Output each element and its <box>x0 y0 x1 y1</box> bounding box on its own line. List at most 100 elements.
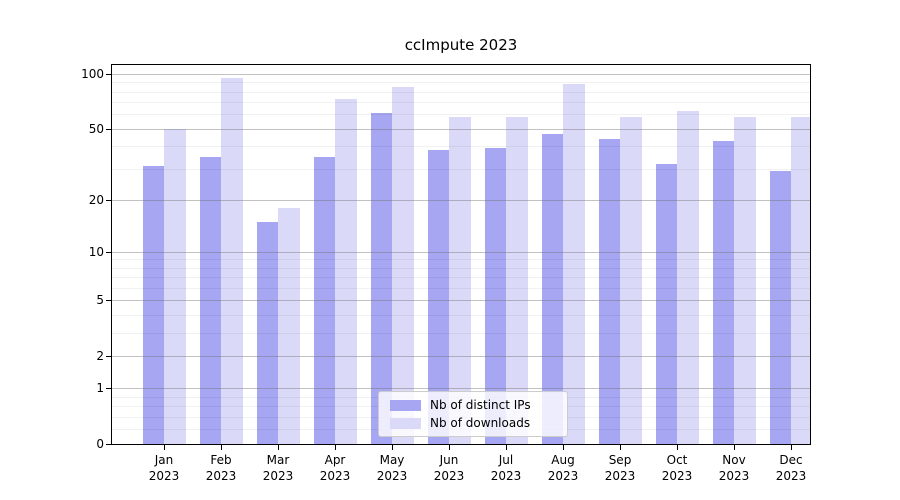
gridline-minor <box>112 168 810 170</box>
y-tick-mark <box>106 128 111 130</box>
bar-distinct-ips-feb <box>199 156 221 444</box>
x-tick-mark <box>563 445 564 450</box>
bar-distinct-ips-aug <box>541 133 563 444</box>
gridline-minor <box>112 114 810 116</box>
gridline-minor <box>112 82 810 84</box>
x-tick-label: Feb 2023 <box>192 452 250 484</box>
x-tick-label: Jan 2023 <box>135 452 193 484</box>
bar-distinct-ips-oct <box>655 163 677 444</box>
x-tick-month: Oct <box>666 453 688 467</box>
gridline-major <box>112 388 810 390</box>
x-tick-label: Jun 2023 <box>420 452 478 484</box>
x-tick-year: 2023 <box>148 469 180 483</box>
gridline-major <box>112 300 810 302</box>
y-tick-label: 2 <box>96 348 104 363</box>
x-tick-mark <box>164 445 165 450</box>
x-tick-month: Dec <box>779 453 803 467</box>
gridline-minor <box>112 314 810 316</box>
x-tick-mark <box>791 445 792 450</box>
x-tick-label: Apr 2023 <box>306 452 364 484</box>
bar-downloads-jan <box>164 128 186 444</box>
x-tick-year: 2023 <box>490 469 522 483</box>
bar-downloads-aug <box>563 84 585 444</box>
bar-distinct-ips-apr <box>313 156 335 444</box>
x-tick-month: Feb <box>210 453 232 467</box>
gridline-minor <box>112 102 810 104</box>
x-tick-month: Jul <box>498 453 514 467</box>
x-tick-month: Nov <box>722 453 746 467</box>
x-tick-year: 2023 <box>319 469 351 483</box>
legend-label-distinct-ips: Nb of distinct IPs <box>430 397 531 412</box>
bar-downloads-may <box>392 86 414 444</box>
x-tick-mark <box>392 445 393 450</box>
x-tick-mark <box>620 445 621 450</box>
bar-distinct-ips-jul <box>484 148 506 444</box>
x-tick-mark <box>335 445 336 450</box>
bar-distinct-ips-sep <box>598 138 620 444</box>
chart-title: ccImpute 2023 <box>404 36 518 54</box>
bar-downloads-oct <box>677 110 699 444</box>
bar-downloads-sep <box>620 117 642 444</box>
x-tick-month: Apr <box>324 453 346 467</box>
gridline-major <box>112 199 810 201</box>
gridline-major <box>112 355 810 357</box>
x-tick-label: Aug 2023 <box>534 452 592 484</box>
y-tick-label: 5 <box>96 293 104 308</box>
legend-label-downloads: Nb of downloads <box>430 415 531 430</box>
x-tick-year: 2023 <box>718 469 750 483</box>
gridline-minor <box>112 332 810 334</box>
bar-downloads-nov <box>734 117 756 444</box>
legend-swatch-distinct-ips <box>390 399 421 411</box>
bar-distinct-ips-jan <box>142 166 164 444</box>
gridline-minor <box>112 146 810 148</box>
bar-distinct-ips-jun <box>427 150 449 444</box>
bar-downloads-feb <box>221 78 243 444</box>
y-tick-mark <box>106 199 111 201</box>
legend-item-distinct-ips: Nb of distinct IPs <box>390 397 567 412</box>
bar-distinct-ips-may <box>370 113 392 444</box>
y-tick-label: 10 <box>88 244 104 259</box>
x-tick-year: 2023 <box>205 469 237 483</box>
bar-downloads-apr <box>335 98 357 444</box>
y-tick-mark <box>106 355 111 357</box>
gridline-minor <box>112 287 810 289</box>
x-tick-label: Sep 2023 <box>591 452 649 484</box>
x-tick-label: Jul 2023 <box>477 452 535 484</box>
x-tick-mark <box>221 445 222 450</box>
x-tick-label: Dec 2023 <box>762 452 820 484</box>
legend-swatch-downloads <box>390 417 421 429</box>
bar-distinct-ips-mar <box>256 221 278 444</box>
bar-downloads-jul <box>506 117 528 444</box>
x-tick-month: Jan <box>154 453 174 467</box>
gridline-minor <box>112 259 810 261</box>
y-tick-label: 1 <box>96 381 104 396</box>
x-tick-year: 2023 <box>376 469 408 483</box>
y-tick-mark <box>106 300 111 302</box>
legend-item-downloads: Nb of downloads <box>390 415 567 430</box>
x-tick-month: Mar <box>266 453 290 467</box>
x-tick-month: Aug <box>551 453 575 467</box>
plot-area <box>111 64 811 445</box>
x-tick-label: Nov 2023 <box>705 452 763 484</box>
gridline-minor <box>112 267 810 269</box>
x-tick-month: Sep <box>608 453 632 467</box>
x-tick-mark <box>734 445 735 450</box>
x-tick-year: 2023 <box>604 469 636 483</box>
x-tick-month: Jun <box>439 453 459 467</box>
y-tick-mark <box>106 251 111 253</box>
gridline-major <box>112 74 810 75</box>
x-tick-month: May <box>379 453 405 467</box>
gridline-minor <box>112 277 810 279</box>
gridline-major <box>112 128 810 130</box>
x-tick-label: May 2023 <box>363 452 421 484</box>
bar-distinct-ips-nov <box>712 140 734 444</box>
x-tick-label: Oct 2023 <box>648 452 706 484</box>
x-tick-year: 2023 <box>433 469 465 483</box>
y-tick-label: 20 <box>88 192 104 207</box>
x-tick-label: Mar 2023 <box>249 452 307 484</box>
x-tick-mark <box>677 445 678 450</box>
y-tick-label: 100 <box>81 67 104 81</box>
x-tick-year: 2023 <box>661 469 693 483</box>
x-tick-year: 2023 <box>775 469 807 483</box>
